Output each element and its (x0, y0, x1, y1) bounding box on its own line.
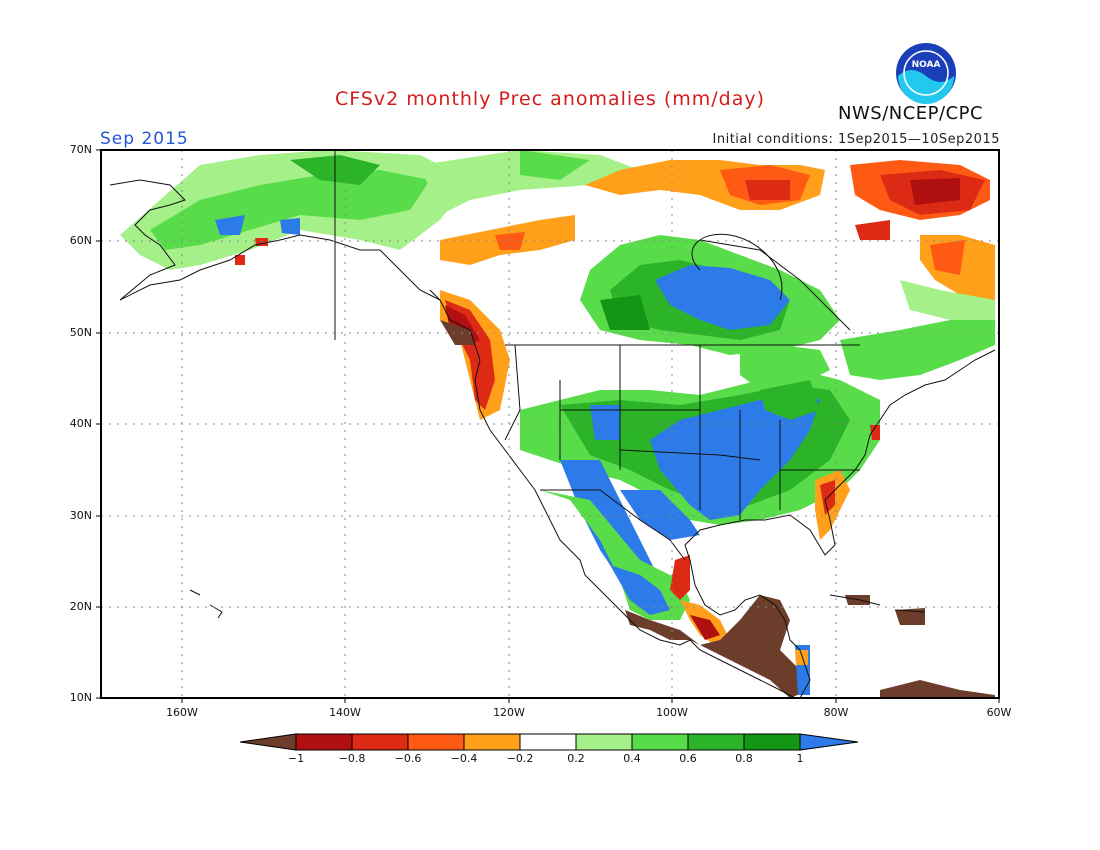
lat-label-70n: 70N (69, 143, 92, 156)
initial-conditions-label: Initial conditions: 1Sep2015—10Sep2015 (712, 132, 1000, 147)
lat-label-10n: 10N (69, 691, 92, 704)
noaa-logo: NOAA (896, 43, 956, 104)
colorbar-tick: −0.6 (394, 752, 422, 765)
colorbar-bin-9 (743, 733, 801, 751)
colorbar-tick: −1 (287, 752, 305, 765)
colorbar-bin-7 (631, 733, 689, 751)
axis-ticks (96, 149, 1000, 703)
colorbar-bin-3 (407, 733, 465, 751)
lat-label-20n: 20N (69, 600, 92, 613)
colorbar-arrow-low (239, 733, 297, 751)
colorbar-bin-5 (519, 733, 577, 751)
lon-label-120w: 120W (493, 706, 525, 719)
colorbar-bin-8 (687, 733, 745, 751)
noaa-logo-text: NOAA (912, 60, 941, 70)
colorbar-bin-6 (575, 733, 633, 751)
lat-label-60n: 60N (69, 234, 92, 247)
colorbar-tick: −0.4 (450, 752, 478, 765)
colorbar-bin-1 (295, 733, 353, 751)
colorbar-bin-4 (463, 733, 521, 751)
colorbar-tick: 0.2 (567, 752, 585, 765)
colorbar-tick: −0.8 (338, 752, 366, 765)
coastlines (109, 150, 996, 698)
lon-label-100w: 100W (656, 706, 688, 719)
colorbar-arrow-high (799, 733, 859, 751)
agency-label: NWS/NCEP/CPC (838, 103, 984, 124)
lat-label-50n: 50N (69, 326, 92, 339)
colorbar-tick: 0.4 (623, 752, 641, 765)
lon-label-160w: 160W (166, 706, 198, 719)
gridlines (101, 150, 999, 698)
colorbar (239, 733, 859, 751)
colorbar-tick: −0.2 (506, 752, 534, 765)
lon-label-60w: 60W (986, 706, 1012, 719)
map-title: CFSv2 monthly Prec anomalies (mm/day) (334, 88, 766, 110)
colorbar-tick: 0.8 (735, 752, 753, 765)
colorbar-bin-2 (351, 733, 409, 751)
colorbar-tick: 0.6 (679, 752, 697, 765)
lat-label-30n: 30N (69, 509, 92, 522)
colorbar-tick: 1 (796, 752, 804, 765)
lon-label-140w: 140W (329, 706, 361, 719)
lat-label-40n: 40N (69, 417, 92, 430)
lon-label-80w: 80W (823, 706, 849, 719)
valid-month-label: Sep 2015 (100, 129, 189, 149)
